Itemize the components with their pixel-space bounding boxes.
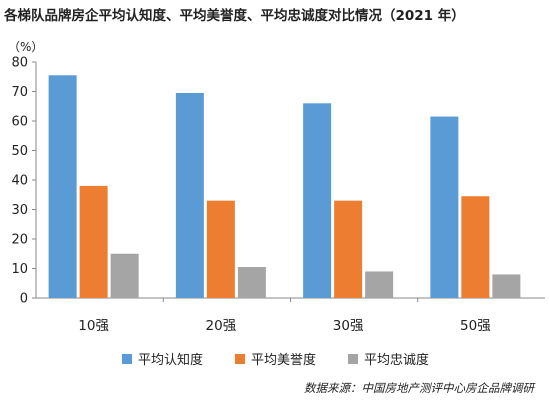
bar-3-30强 xyxy=(365,271,394,298)
y-tick-label: 50 xyxy=(11,144,28,159)
y-tick-label: 10 xyxy=(11,262,28,277)
legend-label-2: 平均美誉度 xyxy=(251,352,316,368)
x-tick-label: 10强 xyxy=(78,318,109,334)
legend-label-3: 平均忠诚度 xyxy=(364,352,429,368)
legend-label-1: 平均认知度 xyxy=(138,352,203,368)
bar-2-30强 xyxy=(334,200,363,298)
legend-swatch-2 xyxy=(235,354,245,364)
x-tick-label: 50强 xyxy=(460,318,491,334)
y-tick-label: 80 xyxy=(11,56,28,71)
y-tick-label: 60 xyxy=(11,115,28,130)
x-tick-label: 20强 xyxy=(206,318,237,334)
bar-1-30强 xyxy=(303,103,332,298)
y-tick-label: 70 xyxy=(11,85,28,100)
bar-2-50强 xyxy=(461,196,490,298)
bar-2-20强 xyxy=(206,200,235,298)
x-tick-label: 30强 xyxy=(333,318,364,334)
y-axis-unit: （%） xyxy=(8,40,44,54)
data-source-note: 数据来源：中国房地产测评中心房企品牌调研 xyxy=(304,381,534,395)
bar-3-50强 xyxy=(492,274,521,298)
legend-swatch-1 xyxy=(122,354,132,364)
y-tick-label: 0 xyxy=(20,292,28,307)
y-tick-label: 20 xyxy=(11,233,28,248)
y-tick-label: 40 xyxy=(11,174,28,189)
chart-title: 各梯队品牌房企平均认知度、平均美誉度、平均忠诚度对比情况（2021 年） xyxy=(4,8,465,24)
bar-1-20强 xyxy=(175,92,204,298)
bar-3-20强 xyxy=(237,267,266,298)
legend-swatch-3 xyxy=(348,354,358,364)
y-tick-label: 30 xyxy=(11,203,28,218)
bar-3-10强 xyxy=(110,253,139,298)
bar-2-10强 xyxy=(79,185,108,298)
bar-1-50强 xyxy=(430,116,459,298)
bar-1-10强 xyxy=(48,75,77,299)
